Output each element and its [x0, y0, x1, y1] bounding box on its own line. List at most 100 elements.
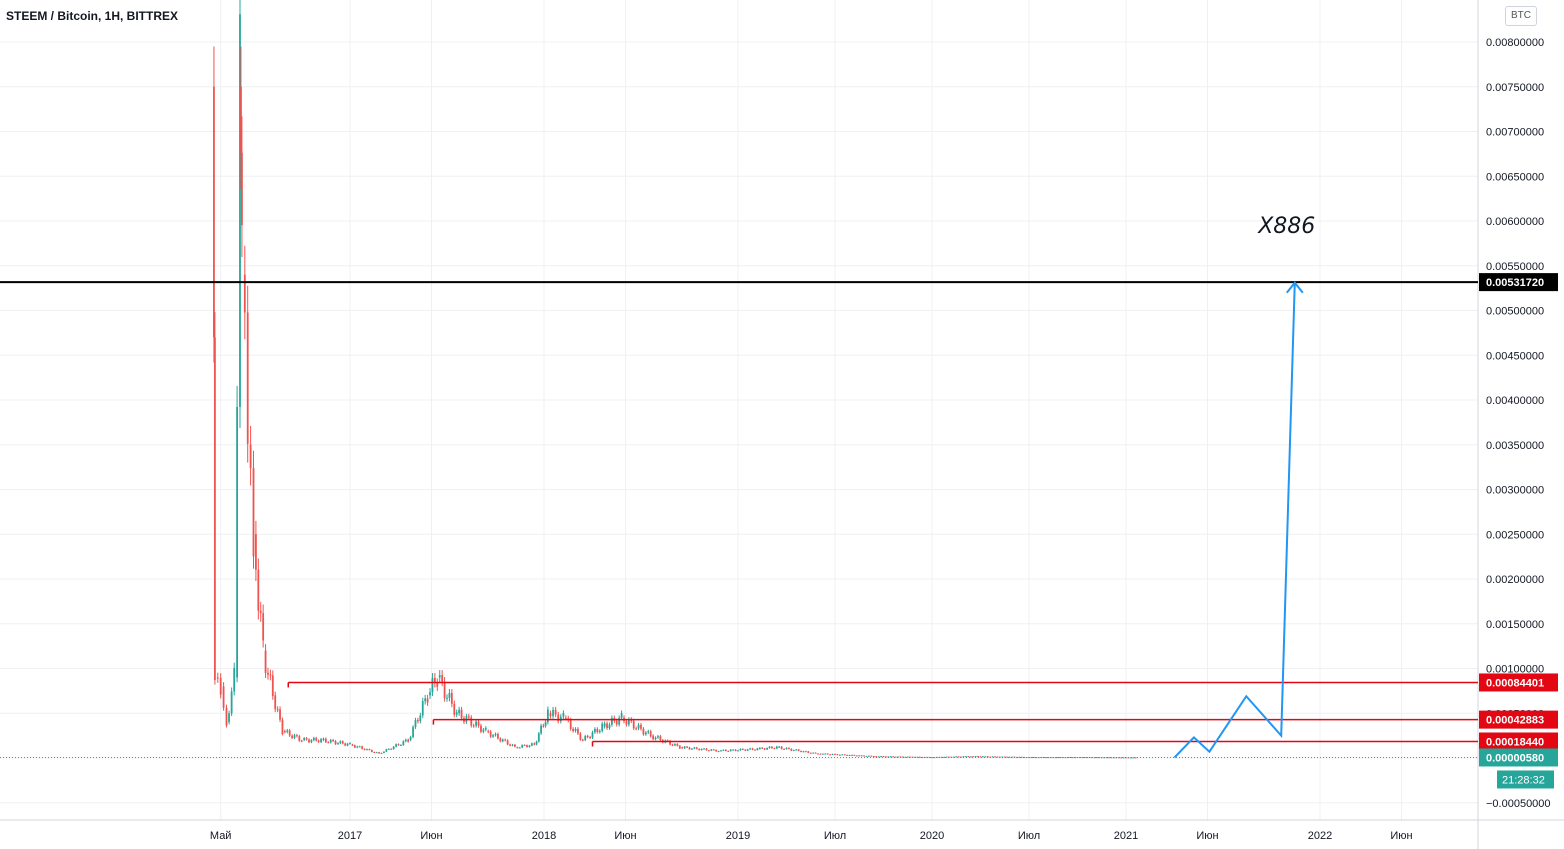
candle-body: [262, 613, 265, 641]
candle-body: [298, 736, 301, 741]
candle-body: [523, 745, 526, 747]
candle-body: [918, 756, 921, 758]
candle-body: [549, 713, 552, 717]
candle-body: [344, 743, 347, 746]
x-tick-label: 2021: [1114, 830, 1138, 842]
level-price-label-bg: [1479, 273, 1558, 292]
candle-body: [737, 750, 739, 752]
candle-body: [1045, 757, 1047, 759]
candle-body: [252, 468, 255, 557]
candle-body: [860, 755, 863, 757]
candle-body: [812, 752, 815, 754]
candle-body: [385, 749, 388, 752]
candle-body: [409, 737, 412, 741]
candle-body: [916, 756, 919, 758]
candle-body: [236, 406, 238, 678]
candle-body: [826, 753, 829, 755]
candle-body: [446, 697, 448, 699]
candle-body: [499, 738, 502, 742]
candle-body: [455, 712, 458, 715]
candle-body: [783, 748, 785, 750]
candle-body: [749, 748, 752, 750]
candle-body: [378, 752, 380, 754]
candle-body: [544, 722, 547, 726]
candle-body: [1093, 757, 1096, 759]
candle-body: [501, 739, 504, 742]
x-tick-label: Июн: [1390, 830, 1412, 842]
candle-body: [865, 755, 868, 757]
level-price-label: 0.00084401: [1486, 677, 1544, 689]
candle-body: [480, 725, 482, 732]
candle-body: [967, 756, 970, 758]
candle-body: [366, 749, 368, 751]
x-tick-label: Июн: [1196, 830, 1218, 842]
last-price-label: 0.00000580: [1486, 752, 1544, 764]
candle-body: [564, 717, 567, 719]
candle-body: [996, 756, 999, 758]
candle-body: [581, 739, 584, 741]
candle-body: [458, 709, 461, 714]
y-tick-label: 0.00500000: [1486, 306, 1544, 318]
candle-body: [821, 753, 824, 755]
countdown-label: 21:28:32: [1502, 774, 1545, 786]
candle-body: [594, 728, 596, 733]
candle-body: [397, 744, 400, 746]
candle-body: [887, 756, 890, 758]
currency-badge[interactable]: BTC: [1505, 6, 1537, 26]
candle-body: [380, 752, 383, 754]
candle-body: [797, 749, 800, 751]
candle-body: [264, 650, 267, 673]
candle-body: [312, 737, 315, 741]
candle-body: [489, 731, 492, 737]
candle-body: [928, 756, 931, 758]
candle-body: [279, 709, 281, 720]
candle-body: [729, 749, 732, 752]
candle-body: [281, 719, 284, 735]
candle-body: [1066, 756, 1069, 758]
candle-body: [598, 730, 601, 733]
candle-body: [1047, 757, 1050, 759]
candle-body: [317, 740, 320, 743]
countdown-bg: [1497, 770, 1554, 789]
candle-body: [712, 749, 715, 751]
candle-body: [945, 756, 948, 758]
candle-body: [625, 721, 628, 725]
candle-body: [448, 692, 451, 698]
projection: X886: [1173, 214, 1315, 759]
candle-body: [433, 677, 436, 683]
candle-body: [324, 738, 327, 743]
candle-body: [843, 754, 846, 756]
candle-body: [683, 746, 686, 749]
candle-body: [642, 728, 645, 735]
candle-body: [615, 720, 618, 725]
candle-body: [678, 745, 681, 749]
candle-body: [327, 742, 330, 744]
candle-body: [460, 709, 463, 719]
level-price-label: 0.00042883: [1486, 715, 1544, 727]
candle-body: [802, 751, 805, 753]
candle-body: [788, 747, 790, 749]
candle-body: [286, 730, 289, 732]
candle-body: [751, 748, 754, 750]
candle-body: [213, 86, 215, 338]
candle-body: [902, 756, 904, 758]
candle-body: [577, 728, 579, 734]
candle-body: [982, 756, 984, 758]
candle-body: [635, 728, 638, 730]
candle-body: [674, 744, 676, 746]
candle-body: [681, 747, 684, 749]
candle-body: [761, 747, 764, 749]
level-price-label: 0.00531720: [1486, 277, 1544, 289]
candle-body: [511, 744, 514, 746]
candle-body: [1030, 757, 1033, 759]
candle-body: [487, 731, 490, 733]
candle-body: [620, 713, 623, 718]
candle-body: [572, 728, 574, 731]
candle-body: [392, 746, 395, 750]
candle-body: [965, 756, 967, 758]
candle-body: [790, 748, 793, 751]
candle-body: [225, 707, 228, 726]
candle-body: [763, 748, 766, 750]
candle-body: [611, 717, 613, 725]
